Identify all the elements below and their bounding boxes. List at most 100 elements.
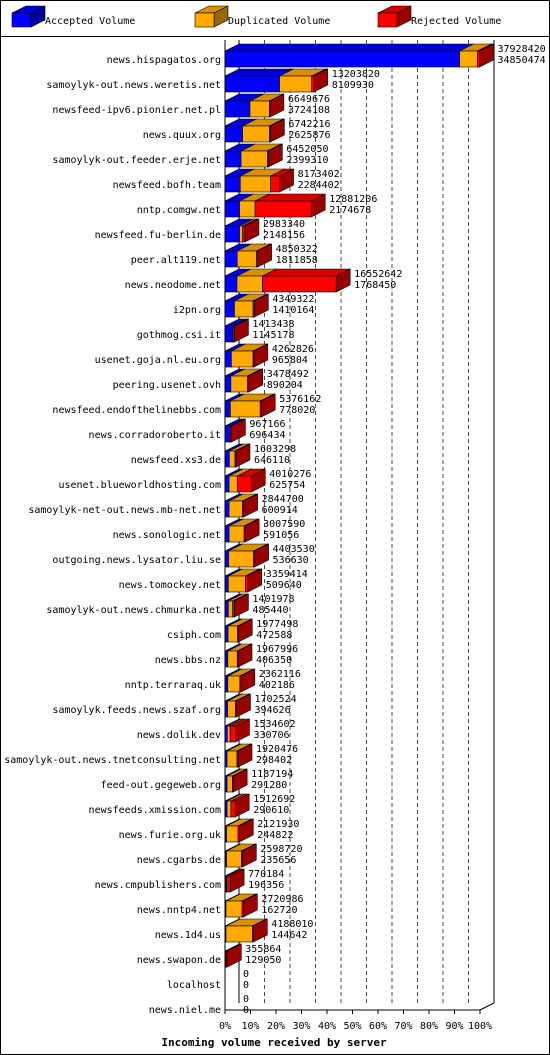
- accepted-segment-front: [224, 650, 229, 668]
- accepted-segment-front: [224, 500, 230, 518]
- legend-swatch-duplicated-volume-front: [194, 12, 215, 28]
- accepted-value-label: 290610: [253, 805, 289, 816]
- bar-row: [224, 843, 257, 868]
- rejected-segment: [232, 768, 248, 793]
- server-label: i2pn.org: [173, 305, 221, 316]
- rejected-segment-front: [259, 400, 262, 418]
- legend-swatch-duplicated-volume: [194, 5, 229, 28]
- rejected-segment-front: [237, 825, 240, 843]
- accepted-value-label: 162720: [261, 905, 297, 916]
- bar-row: [224, 68, 329, 93]
- rejected-segment: [242, 493, 258, 518]
- server-label: news.neodome.net: [125, 280, 221, 291]
- rejected-segment: [256, 243, 272, 268]
- x-tick-label: 10%: [241, 1021, 259, 1032]
- rejected-segment: [225, 943, 242, 968]
- bar-row: [224, 618, 253, 643]
- accepted-value-label: 402186: [259, 680, 295, 691]
- bar-row: [224, 893, 258, 918]
- server-label: news.sonologic.net: [113, 530, 221, 541]
- bar-row: [224, 218, 260, 243]
- rejected-segment: [269, 93, 285, 118]
- accepted-value-label: 965804: [272, 355, 308, 366]
- rejected-segment-front: [237, 625, 239, 643]
- x-axis: 0% 10% 20% 30% 40% 50% 60% 70% 80% 90% 100%: [219, 1010, 492, 1032]
- total-value-label: 967166: [249, 419, 285, 430]
- duplicated-segment-front: [227, 650, 238, 668]
- server-label: nntp.terraraq.uk: [125, 680, 221, 691]
- server-label: news.dolik.dev: [137, 730, 221, 741]
- accepted-segment-front: [224, 100, 251, 118]
- rejected-segment-front: [269, 125, 271, 143]
- duplicated-segment-front: [226, 800, 232, 818]
- accepted-value-label: 2284402: [298, 180, 340, 191]
- accepted-segment-front: [224, 425, 230, 443]
- accepted-value-label: 2399310: [286, 155, 328, 166]
- duplicated-segment-front: [234, 300, 254, 318]
- rejected-segment: [242, 218, 260, 243]
- accepted-value-label: 536630: [273, 555, 309, 566]
- bar-row: [224, 293, 269, 318]
- total-value-label: 770184: [248, 869, 284, 880]
- accepted-value-label: 298402: [256, 755, 292, 766]
- rejected-segment-front: [233, 325, 235, 343]
- rejected-segment: [270, 168, 294, 193]
- accepted-value-label: 394626: [254, 705, 290, 716]
- bar-row: [224, 693, 251, 718]
- server-label: csiph.com: [167, 630, 221, 641]
- bar-row: [224, 493, 258, 518]
- duplicated-segment-front: [239, 200, 256, 218]
- bar-row: [224, 118, 285, 143]
- accepted-segment-front: [224, 200, 240, 218]
- bar-row: [224, 518, 260, 543]
- bar-row: [224, 918, 268, 943]
- total-value-label: 6649676: [288, 94, 330, 105]
- rejected-segment-front: [236, 650, 239, 668]
- accepted-segment-front: [224, 725, 228, 743]
- rejected-segment: [247, 368, 264, 393]
- x-tick-label: 80%: [420, 1021, 438, 1032]
- duplicated-segment-front: [225, 925, 253, 943]
- rejected-segment-front: [245, 575, 248, 593]
- duplicated-segment-front: [230, 375, 248, 393]
- x-axis-title: Incoming volume received by server: [161, 1036, 387, 1049]
- accepted-segment: [224, 43, 474, 68]
- x-tick-label: 60%: [369, 1021, 387, 1032]
- rejected-segment: [253, 543, 269, 568]
- total-value-label: 6742216: [288, 119, 330, 130]
- duplicated-segment-front: [226, 850, 242, 868]
- duplicated-segment-front: [228, 500, 243, 518]
- server-label: newsfeeds.xmission.com: [89, 805, 221, 816]
- total-value-label: 6452050: [286, 144, 328, 155]
- server-label: newsfeed.fu-berlin.de: [95, 230, 221, 241]
- server-label: newsfeed.endofthelinebbs.com: [52, 405, 221, 416]
- total-value-label: 1977498: [256, 619, 298, 630]
- duplicated-segment-front: [228, 525, 245, 543]
- rejected-segment-front: [241, 850, 243, 868]
- duplicated-segment-front: [228, 475, 238, 493]
- bar-row: [224, 243, 272, 268]
- server-label: peering.usenet.ovh: [113, 380, 221, 391]
- accepted-value-label: 485440: [252, 605, 288, 616]
- bar-row: [224, 668, 256, 693]
- rejected-segment: [229, 718, 250, 743]
- server-label: peer.alt119.net: [131, 255, 221, 266]
- x-tick-label: 20%: [267, 1021, 285, 1032]
- rejected-segment: [235, 693, 251, 718]
- accepted-segment-front: [224, 550, 229, 568]
- accepted-value-label: 8109930: [332, 80, 374, 91]
- duplicated-segment-front: [459, 50, 478, 68]
- duplicated-segment-front: [227, 625, 238, 643]
- total-value-label: 5376162: [279, 394, 321, 405]
- rejected-segment-front: [225, 950, 228, 968]
- total-value-label: 3359414: [266, 569, 308, 580]
- legend: Accepted Volume Duplicated Volume Rejected…: [11, 5, 501, 28]
- bar-row: [224, 768, 248, 793]
- rejected-segment-front: [239, 675, 242, 693]
- rejected-segment-front: [247, 375, 250, 393]
- rejected-segment: [259, 393, 276, 418]
- duplicated-segment-front: [231, 350, 254, 368]
- total-value-label: 2598720: [260, 844, 302, 855]
- rejected-segment-front: [235, 700, 237, 718]
